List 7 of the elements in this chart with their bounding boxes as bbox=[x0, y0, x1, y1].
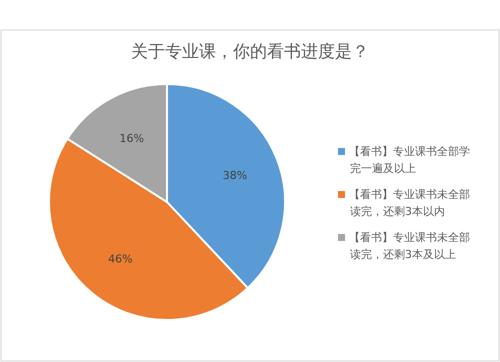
data-label: 16% bbox=[120, 132, 144, 145]
legend-label: 【看书】专业课书未全部读完，还剩3本及以上 bbox=[349, 231, 470, 261]
legend-label: 【看书】专业课书未全部读完，还剩3本以内 bbox=[349, 188, 470, 218]
legend-label: 【看书】专业课书全部学完一遍及以上 bbox=[349, 145, 470, 175]
data-label: 38% bbox=[222, 169, 248, 182]
chart-title: 关于专业课，你的看书进度是？ bbox=[131, 42, 369, 62]
data-label: 46% bbox=[108, 252, 133, 266]
